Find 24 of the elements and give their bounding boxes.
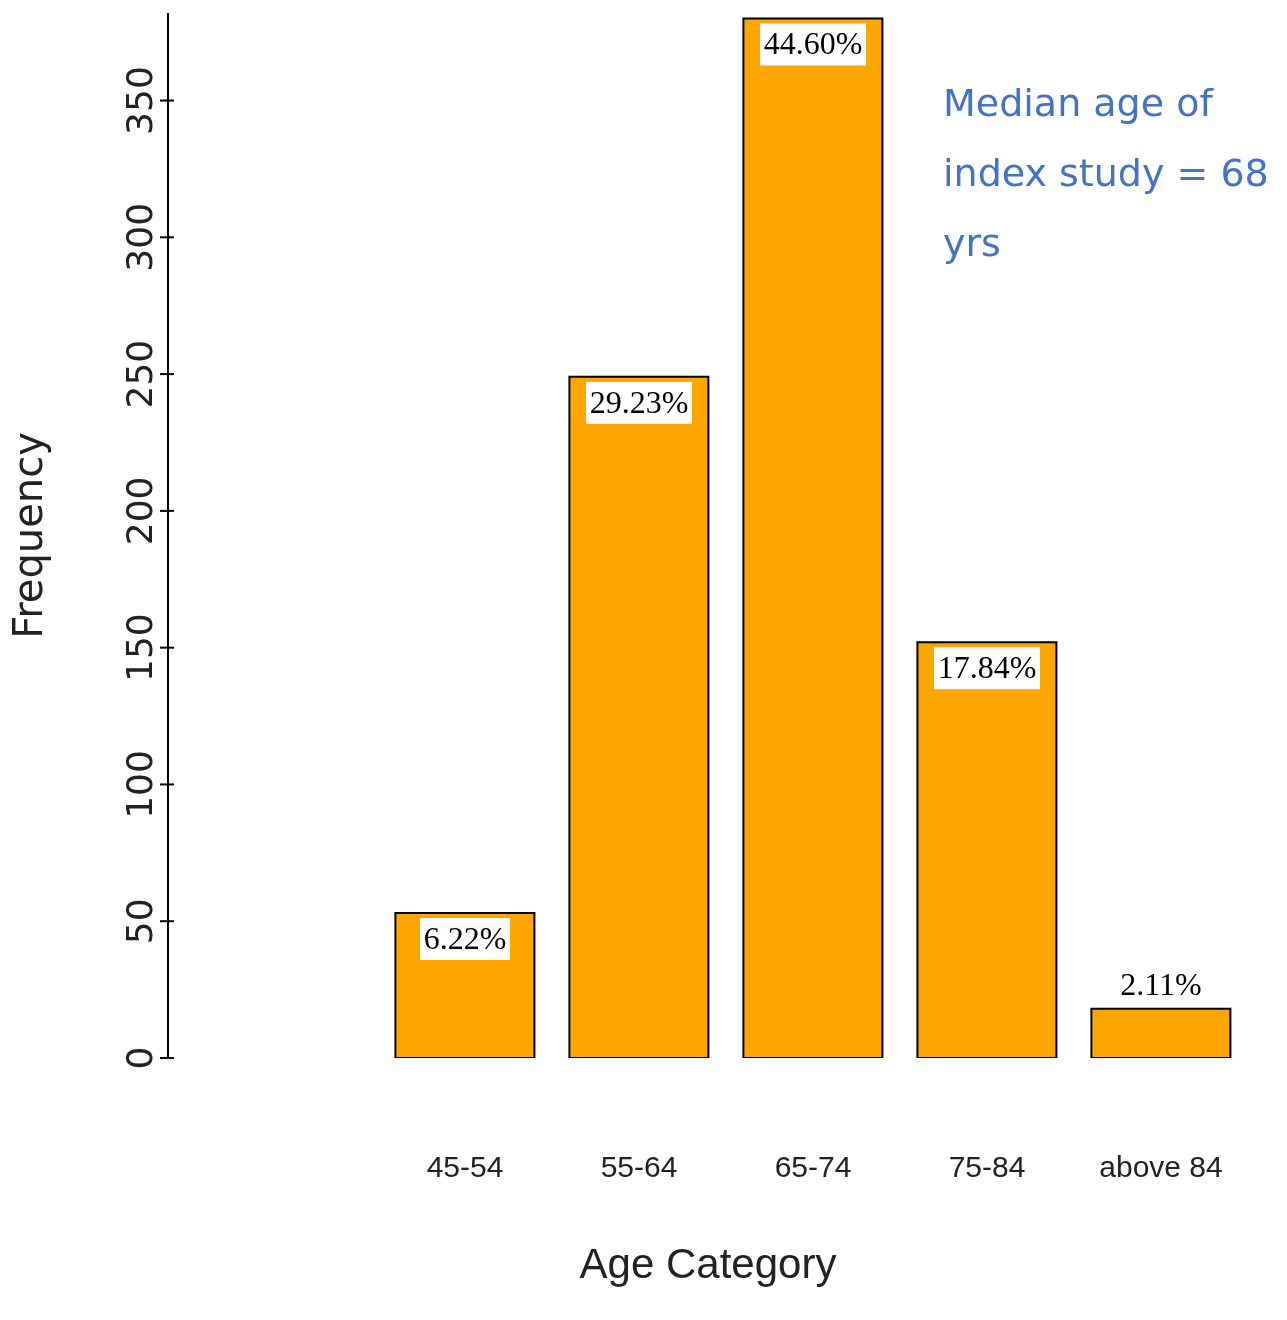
x-axis-title: Age Category (579, 1240, 837, 1287)
x-tick-label: 75-84 (948, 1150, 1026, 1184)
x-tick-label: 55-64 (600, 1150, 678, 1184)
annotation: Median age of index study = 68 yrs (943, 80, 1270, 267)
bar (742, 17, 884, 1058)
annotation: 6.22% (423, 920, 507, 957)
y-tick-label: 0 (119, 1046, 160, 1070)
y-tick-label: 200 (119, 476, 160, 546)
y-tick-label: 250 (119, 339, 160, 409)
x-tick-label: above 84 (1099, 1150, 1223, 1184)
annotation: 17.84% (937, 649, 1037, 686)
bar (568, 375, 710, 1058)
y-tick-label: 100 (119, 750, 160, 819)
annotation: 44.60% (763, 25, 863, 62)
y-tick-label: 350 (119, 66, 160, 135)
x-tick-label: 65-74 (774, 1150, 852, 1184)
x-tick-label: 45-54 (426, 1150, 504, 1184)
y-tick-label: 300 (119, 202, 160, 272)
y-axis-title: Frequency (5, 432, 52, 639)
annotation: 29.23% (589, 383, 689, 420)
annotation: 2.11% (1120, 965, 1202, 1002)
y-tick-label: 50 (119, 898, 160, 945)
bar (916, 641, 1058, 1058)
y-tick-label: 150 (119, 613, 160, 683)
